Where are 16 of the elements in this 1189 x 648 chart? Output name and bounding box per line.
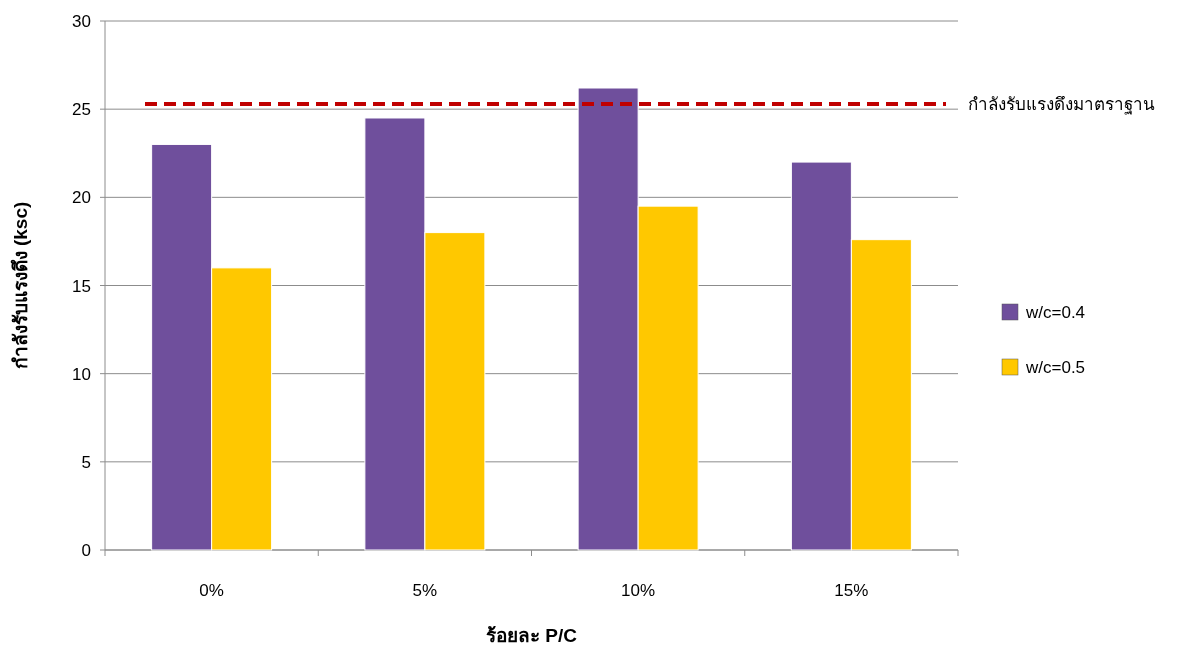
x-tick-label: 15% xyxy=(834,581,869,600)
y-tick-label: 15 xyxy=(72,276,91,296)
x-tick-label: 10% xyxy=(621,581,656,600)
legend-label: w/c=0.4 xyxy=(1025,303,1086,322)
y-tick-label: 25 xyxy=(72,100,91,120)
y-tick-label: 5 xyxy=(81,452,91,472)
x-tick-label: 5% xyxy=(412,581,438,600)
ref-line-label: กำลังรับแรงดึงมาตราฐาน xyxy=(968,94,1155,115)
y-tick-label: 30 xyxy=(72,12,91,31)
y-tick-label: 20 xyxy=(72,188,91,208)
y-tick-label: 10 xyxy=(72,364,91,384)
y-axis-title: กำลังรับแรงดึง (ksc) xyxy=(10,201,31,370)
x-tick-label: 0% xyxy=(199,581,224,600)
x-axis-title: ร้อยละ P/C xyxy=(486,625,578,646)
y-tick-label: 0 xyxy=(81,541,91,560)
legend-label: w/c=0.5 xyxy=(1025,358,1086,377)
